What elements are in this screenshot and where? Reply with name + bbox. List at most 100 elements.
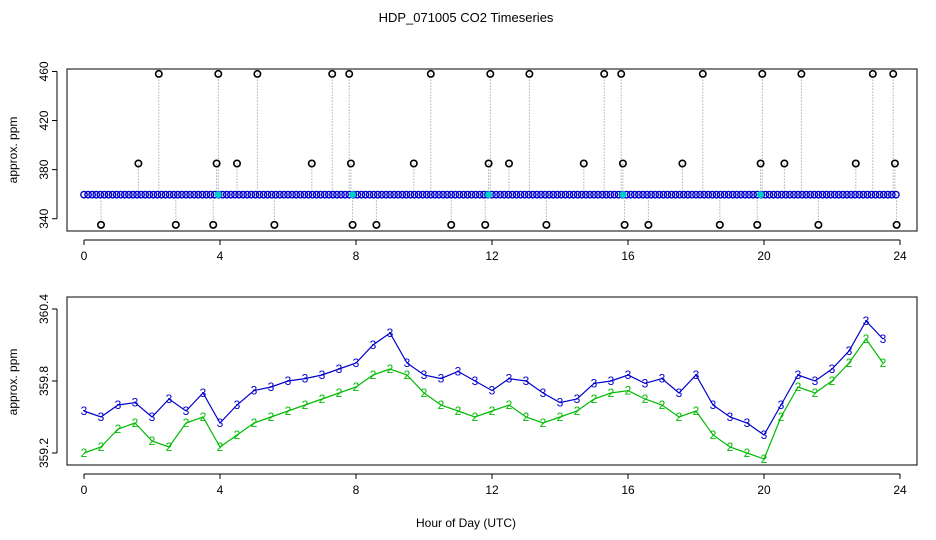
baseline-point — [251, 190, 260, 199]
baseline-point — [239, 190, 248, 199]
series-2-marker: 2 — [115, 422, 122, 436]
series-2-marker: 2 — [200, 410, 207, 424]
baseline-point — [267, 190, 276, 199]
outlier-point — [346, 159, 355, 168]
series-3-marker: 3 — [149, 410, 156, 424]
baseline-point — [643, 190, 651, 199]
baseline-point — [822, 190, 831, 199]
baseline-point — [369, 190, 378, 199]
x-axis-label: Hour of Day (UTC) — [416, 516, 516, 530]
outlier-point — [620, 220, 629, 229]
outlier-point — [618, 159, 627, 168]
baseline-point — [785, 190, 794, 199]
baseline-point — [231, 190, 239, 199]
baseline-point — [537, 190, 545, 199]
series-3-marker: 3 — [591, 376, 598, 390]
series-3-marker: 3 — [642, 376, 649, 390]
outlier-point — [447, 220, 456, 229]
baseline-point — [883, 190, 892, 199]
series-2-marker: 2 — [353, 380, 360, 394]
baseline-point — [708, 190, 717, 199]
outlier-point — [214, 69, 223, 78]
baseline-point — [655, 190, 664, 199]
outlier-point — [617, 69, 626, 78]
outlier-point — [756, 159, 765, 168]
series-3-marker: 3 — [846, 344, 853, 358]
baseline-point — [133, 190, 141, 199]
baseline-point — [847, 190, 855, 199]
series-3-marker: 3 — [472, 374, 479, 388]
series-3-marker: 3 — [778, 398, 785, 412]
baseline-point — [418, 190, 427, 199]
baseline-point — [818, 190, 827, 199]
baseline-point — [639, 190, 647, 199]
baseline-point — [104, 190, 113, 199]
baseline-point — [235, 190, 243, 199]
outlier-point — [504, 159, 513, 168]
baseline-point — [716, 190, 725, 199]
baseline-point — [84, 190, 92, 199]
baseline-point — [790, 190, 798, 199]
baseline-point — [414, 190, 423, 199]
baseline-point — [565, 190, 574, 199]
baseline-point — [390, 190, 398, 199]
baseline-point — [186, 190, 194, 199]
baseline-point — [626, 190, 635, 199]
series-2-marker: 2 — [744, 446, 751, 460]
x-tick-label: 20 — [757, 249, 771, 263]
baseline-point — [320, 190, 329, 199]
series-2-marker: 2 — [540, 416, 547, 430]
bottom-y-axis-label: approx. ppm — [6, 349, 20, 416]
baseline-point — [129, 190, 137, 199]
series-3-marker: 3 — [659, 372, 666, 386]
series-3-marker: 3 — [404, 356, 411, 370]
series-3-marker: 3 — [132, 396, 139, 410]
outlier-point — [542, 220, 551, 229]
series-2-marker: 2 — [404, 368, 411, 382]
baseline-point — [692, 190, 700, 199]
series-2-marker: 2 — [319, 392, 326, 406]
outlier-point — [758, 69, 767, 78]
series-2-marker: 2 — [795, 380, 802, 394]
series-3-marker: 3 — [438, 372, 445, 386]
outlier-point — [814, 220, 823, 229]
baseline-point — [712, 190, 721, 199]
baseline-point — [671, 190, 680, 199]
baseline-point — [569, 190, 578, 199]
baseline-point — [426, 190, 435, 199]
baseline-point — [292, 190, 301, 199]
x-tick-label: 0 — [81, 249, 88, 263]
series-2-marker: 2 — [659, 398, 666, 412]
baseline-point — [586, 190, 594, 199]
baseline-point — [732, 190, 741, 199]
baseline-point — [634, 190, 643, 199]
baseline-point — [553, 190, 562, 199]
baseline-point — [475, 190, 484, 199]
series-2-marker: 2 — [472, 410, 479, 424]
baseline-point — [663, 190, 672, 199]
baseline-point — [153, 190, 162, 199]
baseline-point — [728, 190, 737, 199]
outlier-point — [753, 220, 762, 229]
series-3-marker: 3 — [251, 384, 258, 398]
series-3-marker: 3 — [455, 364, 462, 378]
baseline-point — [406, 190, 415, 199]
series-2-marker: 2 — [574, 404, 581, 418]
series-3-marker: 3 — [387, 326, 394, 340]
baseline-point — [365, 190, 374, 199]
series-2-marker: 2 — [81, 446, 88, 460]
outlier-point — [525, 69, 534, 78]
baseline-point — [361, 190, 370, 199]
top-axes: 0 4 8 12 16 20 24 340 380 420 460 — [37, 61, 907, 263]
x-tick-label: 20 — [757, 483, 771, 497]
y-tick-label: 359.8 — [37, 366, 51, 396]
baseline-point — [512, 190, 521, 199]
series-3-marker: 3 — [285, 374, 292, 388]
y-tick-label: 359.2 — [37, 438, 51, 468]
baseline-point — [255, 190, 264, 199]
baseline-point — [875, 190, 884, 199]
baseline-point — [594, 190, 602, 199]
baseline-point — [455, 190, 464, 199]
baseline-point — [598, 190, 607, 199]
